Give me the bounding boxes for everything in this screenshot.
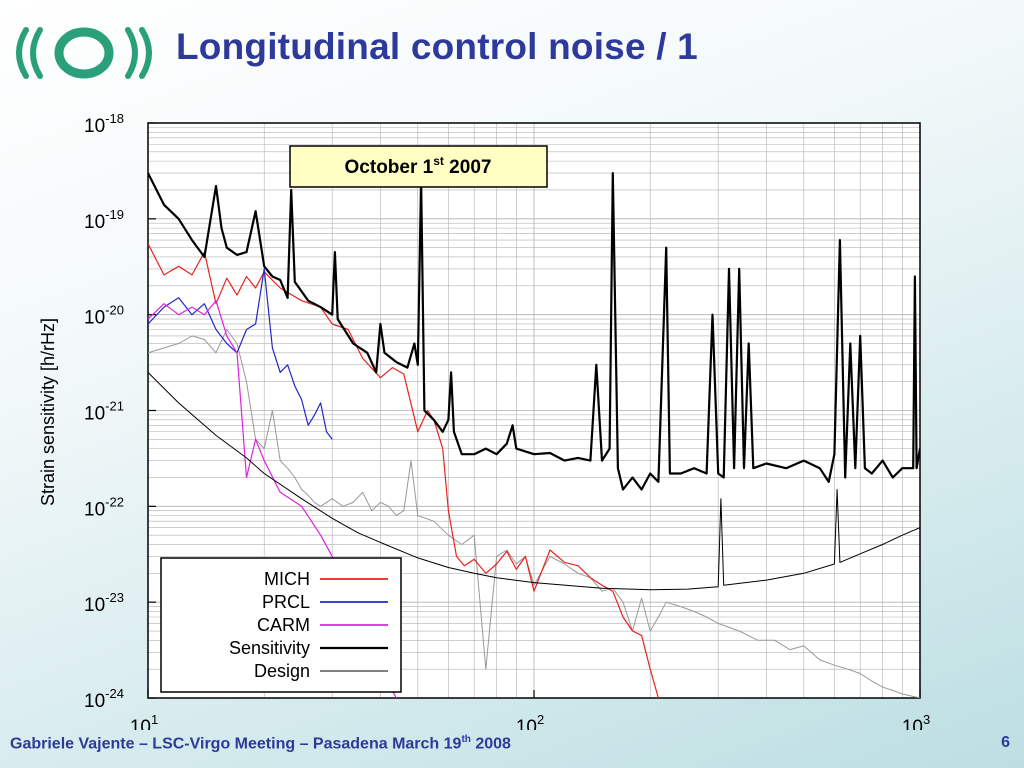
- y-tick-label: 10-22: [84, 494, 124, 520]
- logo-arc-right-inner: [125, 27, 138, 79]
- footer-main: Gabriele Vajente – LSC-Virgo Meeting – P…: [10, 735, 462, 753]
- chart-title-year: 2007: [444, 157, 492, 178]
- chart-title-sup: st: [433, 154, 444, 168]
- strain-sensitivity-chart: 101 102 103 10-18 10-19 10-20 10-21 10-22 10-23 1…: [38, 111, 930, 730]
- y-tick-label: 10-18: [84, 111, 124, 137]
- virgo-logo-icon: [16, 27, 152, 79]
- axis-ticks: 101 102 103 10-18 10-19 10-20 10-21 10-22 10-23 1…: [84, 111, 930, 730]
- y-tick-label: 10-21: [84, 399, 124, 425]
- y-tick-label: 10-24: [84, 686, 124, 712]
- logo-arc-left-inner: [30, 27, 43, 79]
- series-line-design: [148, 372, 920, 591]
- x-tick-label: 102: [516, 712, 544, 730]
- legend-label-mich: MICH: [264, 569, 310, 589]
- x-tick-label: 101: [130, 712, 158, 730]
- series-line-sensitivity: [148, 172, 920, 491]
- footer-sup: th: [461, 734, 471, 745]
- y-tick-label: 10-19: [84, 207, 124, 233]
- chart-title-box: October 1st 2007: [289, 145, 548, 188]
- logo-arc-left-outer: [16, 27, 29, 79]
- page-number: 6: [1001, 734, 1010, 751]
- footer-text: Gabriele Vajente – LSC-Virgo Meeting – P…: [10, 734, 511, 753]
- logo-arc-right-outer: [139, 27, 152, 79]
- legend-label-sensitivity: Sensitivity: [229, 638, 310, 658]
- footer-year: 2008: [470, 735, 511, 753]
- series-line-reference-grey: [148, 329, 920, 698]
- svg-text:October 1st 2007: October 1st 2007: [345, 154, 492, 178]
- slide-title: Longitudinal control noise / 1: [176, 26, 698, 67]
- series-lines: [148, 172, 920, 698]
- chart-title-main: October 1: [345, 157, 434, 178]
- grid-lines: [147, 123, 920, 699]
- x-tick-label: 103: [902, 712, 930, 730]
- legend-label-prcl: PRCL: [262, 592, 310, 612]
- series-line-prcl: [148, 268, 333, 440]
- legend: MICH PRCL CARM Sensitivity Design: [160, 557, 402, 693]
- legend-label-carm: CARM: [257, 615, 310, 635]
- legend-label-design: Design: [254, 661, 310, 681]
- y-tick-label: 10-20: [84, 303, 124, 329]
- y-axis-label: Strain sensitivity [h/rHz]: [38, 318, 58, 506]
- logo-ring: [54, 27, 114, 79]
- y-tick-label: 10-23: [84, 590, 124, 616]
